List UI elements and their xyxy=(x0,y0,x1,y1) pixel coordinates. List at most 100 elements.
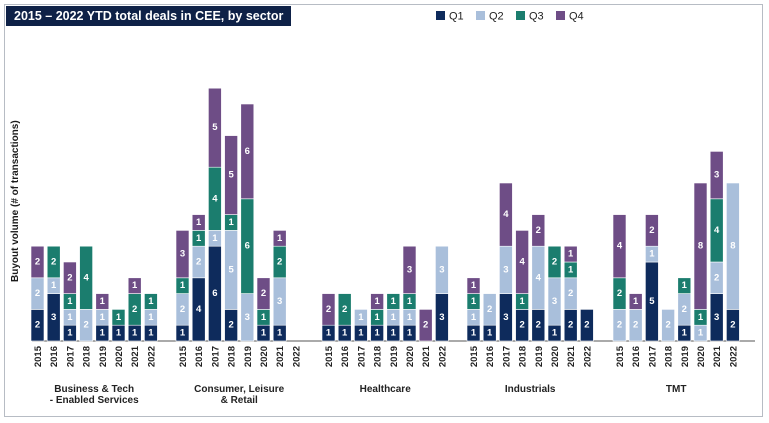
year-tick-label: 2017 xyxy=(501,346,512,367)
bar-value-label: 2 xyxy=(196,257,201,268)
bar-value-label: 1 xyxy=(180,328,186,339)
bar-value-label: 4 xyxy=(536,272,542,283)
sector-label: TMT xyxy=(666,384,687,395)
year-tick-label: 2019 xyxy=(389,346,400,367)
year-tick-label: 2019 xyxy=(680,346,691,367)
bar-value-label: 1 xyxy=(698,328,704,339)
sector-label: - Enabled Services xyxy=(50,395,139,406)
legend: Q1 Q2 Q3 Q4 xyxy=(436,11,584,23)
year-tick-label: 2019 xyxy=(98,346,109,367)
bar-segment-q4 xyxy=(370,293,384,310)
sector-label: Industrials xyxy=(505,384,556,395)
year-tick-label: 2017 xyxy=(65,346,76,367)
bar-value-label: 1 xyxy=(552,328,558,339)
bar-value-label: 1 xyxy=(358,328,364,339)
bar-value-label: 1 xyxy=(277,233,283,244)
legend-label-q3: Q3 xyxy=(529,11,544,23)
bar-segment-q4 xyxy=(402,245,417,294)
bar-value-label: 2 xyxy=(665,320,670,331)
bar-value-label: 8 xyxy=(730,241,735,252)
bar-segment-q3 xyxy=(547,245,562,279)
bar-segment-q4 xyxy=(628,293,643,310)
bar-value-label: 2 xyxy=(730,320,735,331)
bar-value-label: 1 xyxy=(261,328,267,339)
bar-value-label: 3 xyxy=(180,249,185,260)
bar-segment-q3 xyxy=(46,245,61,279)
year-tick-label: 2019 xyxy=(534,346,545,367)
bar-value-label: 2 xyxy=(568,288,573,299)
bar-value-label: 1 xyxy=(698,312,704,323)
sector-label: & Retail xyxy=(221,395,258,406)
bar-segment-q4 xyxy=(127,277,142,294)
bar-value-label: 2 xyxy=(261,288,266,299)
year-tick-label: 2018 xyxy=(373,346,384,367)
bar-value-label: 2 xyxy=(552,257,557,268)
year-tick-label: 2022 xyxy=(146,346,157,367)
bar-value-label: 1 xyxy=(196,217,202,228)
year-tick-label: 2020 xyxy=(696,346,707,367)
year-tick-label: 2022 xyxy=(582,346,593,367)
bar-segment-q3 xyxy=(79,245,93,310)
bar-value-label: 1 xyxy=(407,328,413,339)
bar-value-label: 1 xyxy=(67,328,73,339)
bar-value-label: 1 xyxy=(228,217,234,228)
bar-value-label: 2 xyxy=(83,320,88,331)
year-tick-label: 2022 xyxy=(728,346,739,367)
legend-swatch-q1 xyxy=(436,11,445,20)
bar-value-label: 5 xyxy=(649,296,655,307)
bar-segment-q3 xyxy=(144,293,158,310)
bar-value-label: 1 xyxy=(116,312,122,323)
year-tick-label: 2016 xyxy=(631,346,642,367)
bar-value-label: 4 xyxy=(196,304,202,315)
year-tick-label: 2017 xyxy=(356,346,367,367)
bar-value-label: 1 xyxy=(100,328,106,339)
bar-value-label: 2 xyxy=(487,304,492,315)
bar-segment-q4 xyxy=(191,214,206,231)
year-tick-label: 2017 xyxy=(210,346,221,367)
bar-value-label: 2 xyxy=(519,320,524,331)
bar-value-label: 2 xyxy=(714,272,719,283)
year-tick-label: 2015 xyxy=(324,345,335,367)
bar-segment-q1 xyxy=(580,309,594,342)
bar-value-label: 2 xyxy=(277,257,282,268)
year-tick-label: 2018 xyxy=(82,346,93,367)
bar-segment-q4 xyxy=(208,87,222,168)
bar-value-label: 2 xyxy=(35,320,40,331)
bar-value-label: 1 xyxy=(519,296,525,307)
bar-value-label: 3 xyxy=(51,312,56,323)
year-tick-label: 2017 xyxy=(647,346,658,367)
bar-segment-q3 xyxy=(677,277,692,294)
bar-value-label: 1 xyxy=(487,328,493,339)
bar-value-label: 8 xyxy=(698,241,703,252)
bar-segment-q2 xyxy=(435,245,449,294)
year-tick-label: 2015 xyxy=(615,345,626,367)
bar-value-label: 2 xyxy=(35,288,40,299)
bar-segment-q4 xyxy=(272,230,287,247)
bar-value-label: 4 xyxy=(714,225,720,236)
sector-labels-layer: Business & Tech- Enabled Services Consume… xyxy=(50,384,687,406)
bar-segment-q4 xyxy=(240,103,255,200)
bar-value-label: 4 xyxy=(617,241,623,252)
bar-value-label: 3 xyxy=(439,312,444,323)
bar-value-label: 2 xyxy=(536,320,541,331)
bar-value-label: 1 xyxy=(196,233,202,244)
bar-value-label: 3 xyxy=(277,296,282,307)
year-tick-label: 2022 xyxy=(291,346,302,367)
bar-value-label: 3 xyxy=(714,170,719,181)
year-ticks-layer: 2015 2016 2017 2018 2019 2020 2021 2022 2015 2016… xyxy=(33,345,739,367)
chart-frame xyxy=(4,4,763,417)
legend-label-q1: Q1 xyxy=(449,11,464,23)
bar-segment-q4 xyxy=(321,293,336,326)
bar-value-label: 1 xyxy=(471,296,477,307)
bar-value-label: 5 xyxy=(228,170,234,181)
bar-value-label: 2 xyxy=(633,320,638,331)
bar-value-label: 1 xyxy=(100,312,106,323)
year-tick-label: 2018 xyxy=(227,346,238,367)
bar-value-label: 1 xyxy=(391,312,397,323)
bar-segment-q4 xyxy=(224,135,238,215)
bar-value-label: 2 xyxy=(228,320,233,331)
year-tick-label: 2015 xyxy=(178,345,189,367)
bar-value-label: 2 xyxy=(51,257,56,268)
bar-value-label: 5 xyxy=(228,264,234,275)
bar-value-label: 2 xyxy=(617,288,622,299)
